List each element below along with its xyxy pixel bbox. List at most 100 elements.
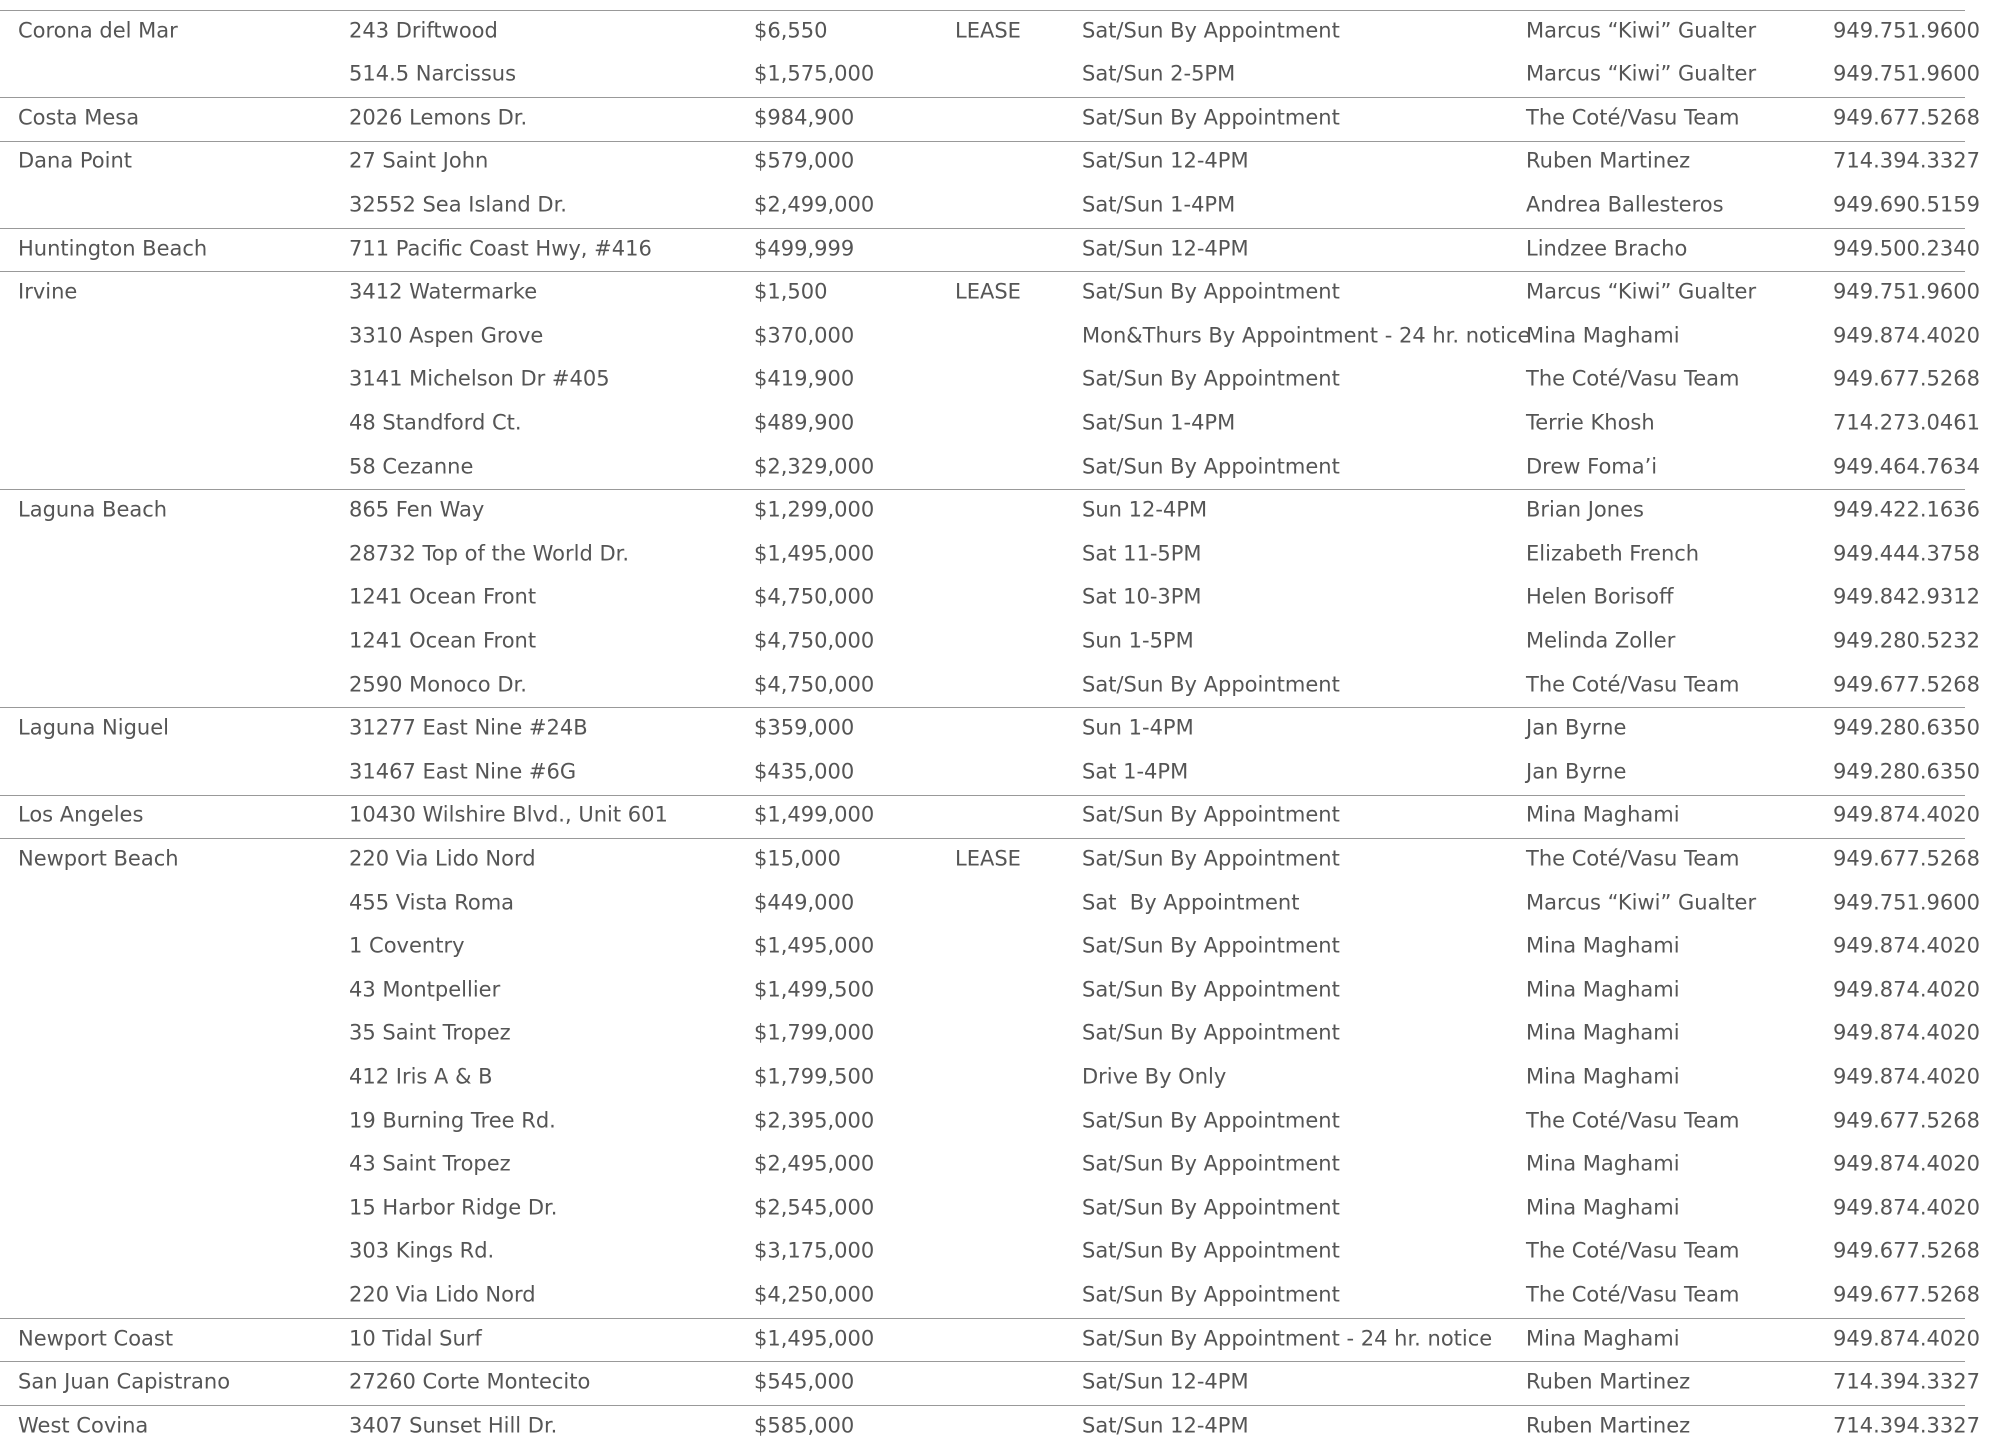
group-divider	[0, 794, 1965, 796]
hours: Sat/Sun 2-5PM	[1082, 61, 1236, 86]
phone: 949.422.1636	[1833, 497, 1980, 522]
price: $1,299,000	[754, 497, 875, 522]
group-divider	[0, 227, 1965, 229]
agent: Mina Maghami	[1526, 1326, 1680, 1350]
address: 27260 Corte Montecito	[349, 1369, 591, 1394]
hours: Sat/Sun By Appointment	[1082, 1195, 1340, 1220]
phone: 949.874.4020	[1833, 1195, 1980, 1220]
hours: Sat/Sun By Appointment	[1082, 279, 1340, 304]
phone: 949.280.5232	[1833, 628, 1980, 653]
phone: 949.874.4020	[1833, 1020, 1980, 1045]
phone: 714.273.0461	[1833, 410, 1980, 435]
group-divider	[0, 489, 1965, 491]
address: 243 Driftwood	[349, 18, 498, 42]
city: Newport Beach	[18, 846, 179, 871]
price: $2,545,000	[754, 1195, 875, 1220]
hours: Sat/Sun By Appointment	[1082, 1282, 1340, 1307]
phone: 949.874.4020	[1833, 1064, 1980, 1089]
address: 514.5 Narcissus	[349, 61, 517, 86]
group-divider	[0, 1404, 1965, 1406]
price: $1,495,000	[754, 1326, 875, 1350]
phone: 714.394.3327	[1833, 148, 1980, 173]
city: Dana Point	[18, 148, 133, 173]
phone: 949.677.5268	[1833, 105, 1980, 130]
address: 220 Via Lido Nord	[349, 1282, 536, 1307]
group-divider	[0, 271, 1965, 273]
lease: LEASE	[955, 846, 1021, 871]
phone: 949.464.7634	[1833, 454, 1980, 478]
agent: The Coté/Vasu Team	[1526, 1108, 1740, 1132]
address: 455 Vista Roma	[349, 890, 515, 914]
price: $2,395,000	[754, 1108, 875, 1132]
price: $6,550	[754, 18, 828, 42]
hours: Sat/Sun By Appointment	[1082, 672, 1340, 696]
address: 412 Iris A & B	[349, 1064, 493, 1089]
address: 3412 Watermarke	[349, 279, 538, 304]
address: 711 Pacific Coast Hwy, #416	[349, 236, 652, 260]
hours: Sat/Sun By Appointment	[1082, 454, 1340, 478]
address: 43 Saint Tropez	[349, 1151, 511, 1176]
price: $489,900	[754, 410, 855, 435]
hours: Sat/Sun By Appointment	[1082, 105, 1340, 130]
price: $435,000	[754, 759, 855, 784]
price: $2,495,000	[754, 1151, 875, 1176]
agent: Terrie Khosh	[1526, 410, 1655, 435]
city: Huntington Beach	[18, 236, 208, 260]
agent: Mina Maghami	[1526, 1064, 1680, 1089]
hours: Sat/Sun 12-4PM	[1082, 1369, 1249, 1394]
agent: The Coté/Vasu Team	[1526, 672, 1740, 696]
agent: Mina Maghami	[1526, 802, 1680, 827]
agent: Andrea Ballesteros	[1526, 192, 1724, 217]
price: $4,750,000	[754, 628, 875, 653]
agent: Drew Foma’i	[1526, 454, 1658, 478]
city: Los Angeles	[18, 802, 144, 827]
address: 58 Cezanne	[349, 454, 474, 478]
address: 2026 Lemons Dr.	[349, 105, 528, 130]
price: $585,000	[754, 1413, 855, 1438]
hours: Sat By Appointment	[1082, 890, 1300, 914]
phone: 949.677.5268	[1833, 366, 1980, 391]
agent: Helen Borisoff	[1526, 584, 1674, 609]
agent: Ruben Martinez	[1526, 148, 1691, 173]
phone: 949.874.4020	[1833, 1151, 1980, 1176]
address: 31467 East Nine #6G	[349, 759, 577, 784]
agent: Ruben Martinez	[1526, 1413, 1691, 1438]
address: 31277 East Nine #24B	[349, 715, 588, 740]
price: $449,000	[754, 890, 855, 914]
phone: 949.677.5268	[1833, 672, 1980, 696]
hours: Drive By Only	[1082, 1064, 1227, 1089]
agent: Mina Maghami	[1526, 1151, 1680, 1176]
price: $1,499,000	[754, 802, 875, 827]
phone: 949.500.2340	[1833, 236, 1980, 260]
hours: Sun 1-4PM	[1082, 715, 1194, 740]
agent: Mina Maghami	[1526, 1195, 1680, 1220]
city: Irvine	[18, 279, 78, 304]
address: 2590 Monoco Dr.	[349, 672, 527, 696]
address: 10430 Wilshire Blvd., Unit 601	[349, 802, 668, 827]
price: $545,000	[754, 1369, 855, 1394]
price: $1,575,000	[754, 61, 875, 86]
hours: Sat/Sun By Appointment	[1082, 846, 1340, 871]
group-divider	[0, 9, 1965, 11]
hours: Sat/Sun By Appointment	[1082, 1108, 1340, 1132]
price: $1,495,000	[754, 541, 875, 566]
price: $1,495,000	[754, 933, 875, 958]
phone: 949.677.5268	[1833, 1282, 1980, 1307]
agent: Marcus “Kiwi” Gualter	[1526, 279, 1757, 304]
hours: Sat/Sun By Appointment	[1082, 18, 1340, 42]
agent: Marcus “Kiwi” Gualter	[1526, 18, 1757, 42]
phone: 714.394.3327	[1833, 1369, 1980, 1394]
agent: Lindzee Bracho	[1526, 236, 1688, 260]
agent: Marcus “Kiwi” Gualter	[1526, 890, 1757, 914]
hours: Sat/Sun By Appointment - 24 hr. notice	[1082, 1326, 1493, 1350]
phone: 949.751.9600	[1833, 61, 1980, 86]
group-divider	[0, 1317, 1965, 1319]
address: 3141 Michelson Dr #405	[349, 366, 610, 391]
address: 1241 Ocean Front	[349, 584, 537, 609]
price: $579,000	[754, 148, 855, 173]
address: 28732 Top of the World Dr.	[349, 541, 630, 566]
price: $2,329,000	[754, 454, 875, 478]
lease: LEASE	[955, 18, 1021, 42]
address: 32552 Sea Island Dr.	[349, 192, 567, 217]
phone: 949.677.5268	[1833, 1108, 1980, 1132]
